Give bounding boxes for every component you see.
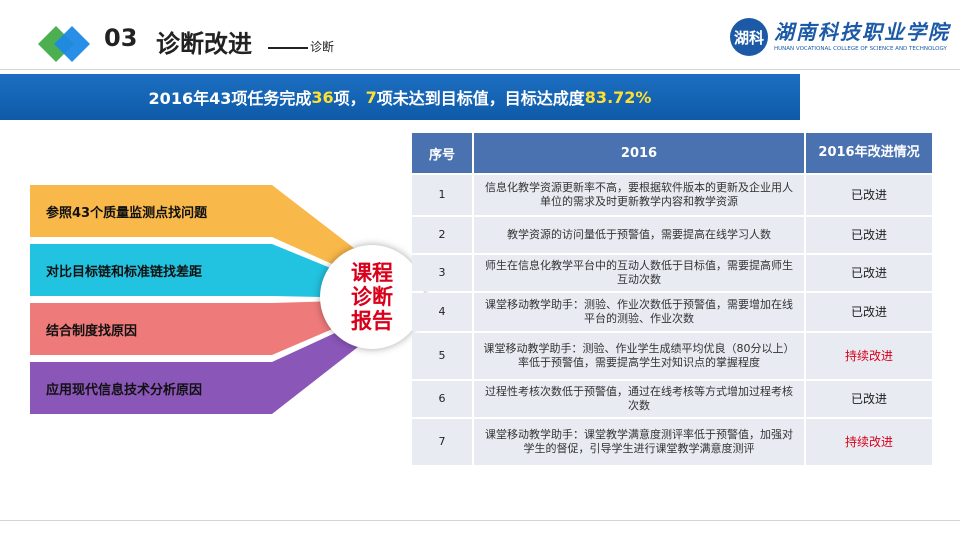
row-description: 师生在信息化教学平台中的互动人数低于目标值，需要提高师生互动次数 — [474, 255, 804, 291]
report-circle: 课程诊断报告 — [320, 245, 424, 349]
table-row: 3 师生在信息化教学平台中的互动人数低于目标值，需要提高师生互动次数 已改进 — [412, 255, 932, 291]
row-status: 已改进 — [806, 217, 932, 253]
college-name-en: HUNAN VOCATIONAL COLLEGE OF SCIENCE AND … — [774, 46, 947, 52]
section-subtitle: 诊断 — [268, 38, 334, 55]
row-description: 课堂移动教学助手：课堂教学满意度测评率低于预警值，加强对学生的督促，引导学生进行… — [474, 419, 804, 465]
funnel-wedge-4 — [30, 316, 372, 414]
header-divider — [0, 69, 960, 70]
row-status: 已改进 — [806, 255, 932, 291]
section-number: 03 — [104, 24, 138, 52]
funnel-wedge-3 — [30, 300, 372, 355]
row-description: 课堂移动教学助手：测验、作业学生成绩平均优良（80分以上）率低于预警值，需要提高… — [474, 333, 804, 379]
table-row: 2 教学资源的访问量低于预警值，需要提高在线学习人数 已改进 — [412, 217, 932, 253]
college-logo: 湖科 湖南科技职业学院 HUNAN VOCATIONAL COLLEGE OF … — [730, 16, 948, 60]
row-number: 1 — [412, 175, 472, 215]
funnel-item-4: 应用现代信息技术分析原因 — [46, 382, 203, 398]
row-number: 7 — [412, 419, 472, 465]
table-row: 4 课堂移动教学助手：测验、作业次数低于预警值，需要增加在线平台的测验、作业次数… — [412, 293, 932, 331]
summary-banner: 2016年43项任务完成 36 项， 7 项未达到目标值，目标达成度 83.72% — [0, 74, 800, 120]
row-number: 4 — [412, 293, 472, 331]
col-header-no: 序号 — [412, 133, 472, 173]
funnel-wedge-1 — [30, 185, 372, 282]
section-title: 诊断改进 — [156, 30, 252, 58]
row-status: 已改进 — [806, 293, 932, 331]
funnel-item-1: 参照43个质量监测点找问题 — [46, 205, 208, 221]
report-circle-text: 课程诊断报告 — [351, 261, 393, 333]
row-number: 5 — [412, 333, 472, 379]
footer-divider — [0, 520, 960, 521]
college-name-cn: 湖南科技职业学院 — [774, 20, 950, 44]
table-row: 5 课堂移动教学助手：测验、作业学生成绩平均优良（80分以上）率低于预警值，需要… — [412, 333, 932, 379]
row-number: 6 — [412, 381, 472, 417]
row-status: 持续改进 — [806, 419, 932, 465]
funnel-wedge-2 — [30, 244, 372, 298]
done-count: 36 — [311, 87, 334, 107]
row-description: 过程性考核次数低于预警值，通过在线考核等方式增加过程考核次数 — [474, 381, 804, 417]
table-row: 7 课堂移动教学助手：课堂教学满意度测评率低于预警值，加强对学生的督促，引导学生… — [412, 419, 932, 465]
row-description: 信息化教学资源更新率不高，要根据软件版本的更新及企业用人单位的需求及时更新教学内… — [474, 175, 804, 215]
row-status: 已改进 — [806, 175, 932, 215]
row-description: 教学资源的访问量低于预警值，需要提高在线学习人数 — [474, 217, 804, 253]
achievement-rate: 83.72% — [584, 87, 652, 107]
college-seal-icon: 湖科 — [730, 18, 768, 56]
table-row: 6 过程性考核次数低于预警值，通过在线考核等方式增加过程考核次数 已改进 — [412, 381, 932, 417]
row-description: 课堂移动教学助手：测验、作业次数低于预警值，需要增加在线平台的测验、作业次数 — [474, 293, 804, 331]
row-number: 2 — [412, 217, 472, 253]
col-header-status: 2016年改进情况 — [806, 133, 932, 173]
row-number: 3 — [412, 255, 472, 291]
diagnosis-table: 序号 2016 2016年改进情况 1 信息化教学资源更新率不高，要根据软件版本… — [410, 131, 934, 467]
row-status: 已改进 — [806, 381, 932, 417]
col-header-2016: 2016 — [474, 133, 804, 173]
funnel-item-3: 结合制度找原因 — [46, 323, 138, 339]
funnel-item-2: 对比目标链和标准链找差距 — [46, 264, 203, 280]
row-status: 持续改进 — [806, 333, 932, 379]
undone-count: 7 — [365, 87, 377, 107]
table-row: 1 信息化教学资源更新率不高，要根据软件版本的更新及企业用人单位的需求及时更新教… — [412, 175, 932, 215]
section-logo-icon — [38, 26, 90, 62]
